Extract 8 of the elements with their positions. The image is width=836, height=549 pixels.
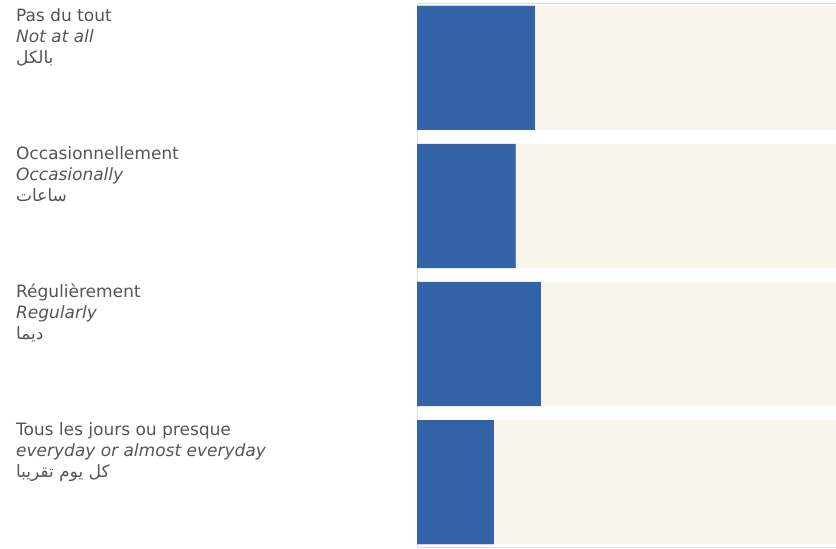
bar (516, 144, 836, 268)
bar (541, 282, 836, 406)
bar (494, 420, 836, 544)
bar (417, 282, 542, 406)
bar (417, 144, 516, 268)
bar (417, 6, 536, 130)
bar (417, 420, 494, 544)
bar (535, 6, 836, 130)
